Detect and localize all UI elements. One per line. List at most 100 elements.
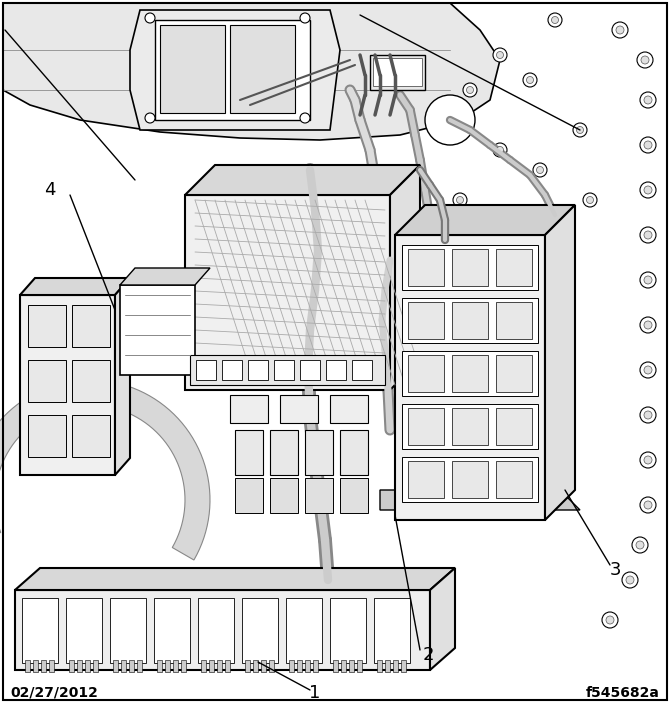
Bar — [280, 395, 318, 423]
Bar — [28, 305, 66, 347]
Circle shape — [606, 616, 614, 624]
Bar — [330, 395, 368, 423]
Bar — [72, 360, 110, 402]
Circle shape — [636, 541, 644, 549]
Circle shape — [456, 197, 464, 203]
Circle shape — [616, 26, 624, 34]
Circle shape — [637, 52, 653, 68]
Circle shape — [640, 497, 656, 513]
Text: 3: 3 — [609, 561, 620, 579]
Bar — [248, 360, 268, 380]
Circle shape — [533, 163, 547, 177]
Bar — [230, 25, 295, 113]
Circle shape — [640, 362, 656, 378]
Bar — [496, 461, 532, 498]
Circle shape — [644, 366, 652, 374]
Bar — [408, 461, 444, 498]
Bar — [235, 478, 263, 513]
Text: 4: 4 — [44, 181, 56, 199]
Bar — [121, 660, 126, 672]
Bar — [452, 249, 488, 286]
Bar — [300, 360, 320, 380]
Bar — [402, 245, 538, 290]
Circle shape — [300, 13, 310, 23]
Polygon shape — [395, 205, 575, 235]
Circle shape — [145, 13, 155, 23]
Bar — [352, 360, 372, 380]
Circle shape — [640, 272, 656, 288]
Polygon shape — [390, 165, 420, 390]
Circle shape — [537, 167, 543, 174]
Polygon shape — [185, 165, 420, 195]
Circle shape — [453, 193, 467, 207]
Bar — [496, 302, 532, 339]
Circle shape — [507, 226, 513, 233]
Circle shape — [641, 56, 649, 64]
Circle shape — [644, 186, 652, 194]
Bar — [452, 302, 488, 339]
Circle shape — [626, 576, 634, 584]
Text: 2: 2 — [422, 646, 433, 664]
Bar — [22, 598, 58, 663]
Bar — [28, 415, 66, 457]
Bar — [326, 360, 346, 380]
Bar — [333, 660, 338, 672]
Bar — [242, 598, 278, 663]
Polygon shape — [345, 3, 667, 703]
Bar — [496, 249, 532, 286]
Circle shape — [644, 456, 652, 464]
Bar — [225, 660, 230, 672]
Circle shape — [632, 537, 648, 553]
Polygon shape — [20, 295, 115, 475]
Bar — [25, 660, 30, 672]
Polygon shape — [115, 278, 130, 475]
Polygon shape — [185, 195, 390, 390]
Bar — [33, 660, 38, 672]
Bar — [217, 660, 222, 672]
Circle shape — [573, 123, 587, 137]
Bar — [270, 478, 298, 513]
Bar — [154, 598, 190, 663]
Bar — [305, 478, 333, 513]
Circle shape — [493, 143, 507, 157]
Bar — [165, 660, 170, 672]
Circle shape — [640, 227, 656, 243]
Bar — [93, 660, 98, 672]
Bar — [137, 660, 142, 672]
Bar — [253, 660, 258, 672]
Circle shape — [496, 146, 503, 153]
Polygon shape — [545, 205, 575, 520]
Bar — [402, 298, 538, 343]
Bar — [408, 408, 444, 445]
Bar — [402, 404, 538, 449]
Bar — [28, 360, 66, 402]
Polygon shape — [15, 568, 455, 590]
Bar — [340, 430, 368, 475]
Circle shape — [602, 612, 618, 628]
Bar — [198, 598, 234, 663]
Bar — [222, 360, 242, 380]
Bar — [452, 355, 488, 392]
Circle shape — [622, 572, 638, 588]
Bar — [160, 25, 225, 113]
Polygon shape — [380, 490, 580, 510]
Circle shape — [300, 113, 310, 123]
Bar — [155, 20, 310, 120]
Bar — [245, 660, 250, 672]
Circle shape — [493, 48, 507, 62]
Circle shape — [145, 113, 155, 123]
Circle shape — [463, 83, 477, 97]
Bar — [41, 660, 46, 672]
Circle shape — [466, 86, 474, 93]
Bar — [289, 660, 294, 672]
Polygon shape — [0, 380, 210, 560]
Circle shape — [640, 137, 656, 153]
Circle shape — [612, 22, 628, 38]
Bar — [270, 430, 298, 475]
Bar — [49, 660, 54, 672]
Bar — [452, 408, 488, 445]
Polygon shape — [120, 268, 210, 285]
Bar — [113, 660, 118, 672]
Text: 1: 1 — [310, 684, 321, 702]
Circle shape — [583, 193, 597, 207]
